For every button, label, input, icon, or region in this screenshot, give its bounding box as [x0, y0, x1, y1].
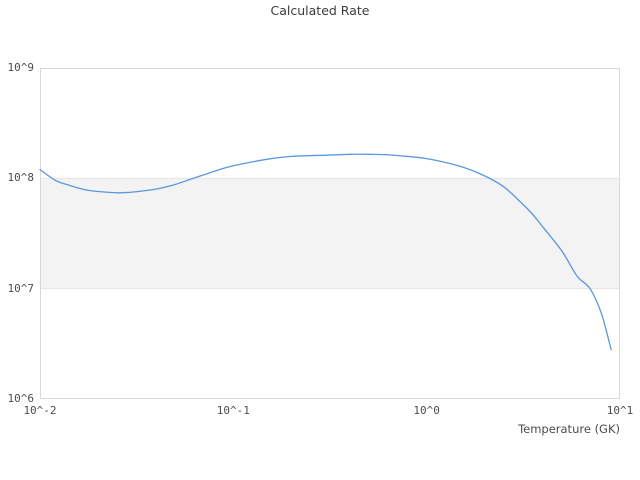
plot-border — [40, 68, 620, 399]
y-tick-label: 10^9 — [7, 61, 35, 74]
x-axis-title: Temperature (GK) — [518, 422, 620, 436]
gridlines — [40, 177, 620, 290]
x-tick-label: 10^-1 — [216, 404, 250, 417]
chart-title: Calculated Rate — [270, 3, 370, 18]
x-tick-label: 10^1 — [606, 404, 634, 417]
x-tick-label: 10^0 — [413, 404, 440, 417]
x-tick-label: 10^-2 — [23, 404, 57, 417]
shaded-band — [40, 178, 620, 289]
y-tick-label: 10^8 — [7, 171, 35, 185]
rate-curve — [39, 153, 612, 351]
y-tick-label: 10^7 — [7, 281, 35, 295]
y-tick-label: 10^6 — [7, 392, 35, 405]
